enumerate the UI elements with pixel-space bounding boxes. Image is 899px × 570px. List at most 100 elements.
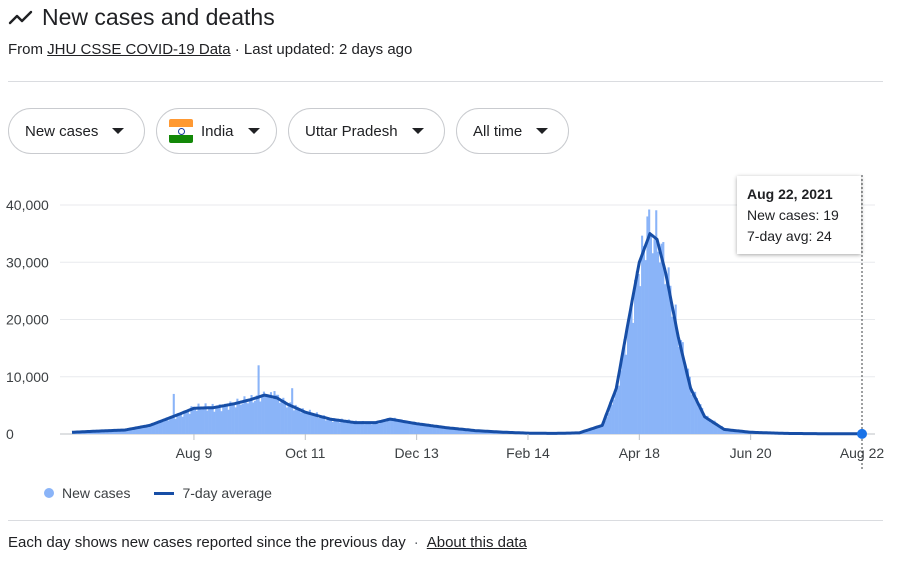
daily-bar — [144, 425, 147, 434]
daily-bar — [418, 423, 421, 434]
daily-bar — [664, 284, 667, 434]
daily-bar — [292, 410, 295, 434]
daily-bar — [651, 253, 654, 434]
daily-bar — [404, 422, 407, 434]
y-tick-label: 20,000 — [6, 312, 49, 328]
daily-bar — [448, 428, 451, 434]
daily-bar — [586, 431, 589, 434]
daily-bar — [648, 209, 651, 434]
daily-bar — [429, 426, 432, 434]
y-tick-label: 40,000 — [6, 197, 49, 213]
daily-bar — [439, 426, 442, 434]
x-tick-label: Dec 13 — [394, 445, 439, 461]
daily-bar — [179, 413, 182, 434]
legend-avg[interactable]: 7-day average — [154, 485, 272, 501]
daily-bar — [390, 420, 393, 434]
daily-bar — [206, 410, 209, 434]
daily-bar — [471, 430, 474, 434]
daily-bar — [262, 391, 265, 434]
daily-bar — [284, 400, 287, 434]
chart-legend: New cases 7-day average — [44, 485, 272, 501]
daily-bar — [132, 428, 135, 434]
daily-bar — [367, 421, 370, 434]
x-tick-label: Apr 18 — [619, 445, 660, 461]
daily-bar — [731, 430, 734, 434]
daily-bar — [208, 408, 211, 434]
daily-bar — [393, 417, 396, 434]
daily-bar — [667, 267, 670, 434]
daily-bar — [655, 210, 658, 434]
daily-bar — [687, 368, 690, 434]
daily-bar — [678, 346, 681, 434]
daily-bar — [109, 431, 112, 434]
daily-bar — [330, 418, 333, 434]
cases-chart[interactable]: 0 10,000 20,000 30,000 40,000 Aug 9 Oct 11 Dec … — [0, 170, 899, 470]
country-dropdown[interactable]: India — [156, 108, 277, 154]
metric-dropdown[interactable]: New cases — [8, 108, 145, 154]
daily-bar — [165, 417, 168, 434]
daily-bar — [172, 393, 175, 434]
timerange-dropdown[interactable]: All time — [456, 108, 569, 154]
daily-bar — [232, 405, 235, 434]
daily-bar — [400, 419, 403, 434]
daily-bar — [183, 410, 186, 434]
daily-bar — [312, 415, 315, 434]
daily-bar — [236, 398, 239, 434]
daily-bar — [467, 430, 470, 434]
daily-bar — [185, 410, 188, 434]
daily-bar — [347, 419, 350, 434]
daily-bar — [626, 327, 630, 434]
daily-bar — [204, 403, 207, 434]
daily-bar — [94, 431, 98, 434]
daily-bar — [147, 426, 151, 434]
daily-bar — [156, 423, 159, 434]
daily-bar — [308, 409, 311, 434]
daily-bar — [190, 406, 193, 434]
daily-bar — [139, 426, 142, 434]
daily-bar — [269, 392, 273, 434]
daily-bar — [602, 423, 605, 434]
daily-bar — [618, 385, 621, 434]
daily-bar — [676, 330, 679, 434]
source-link[interactable]: JHU CSSE COVID-19 Data — [47, 41, 231, 58]
daily-bar — [455, 428, 458, 434]
daily-bar — [310, 415, 313, 434]
daily-bar — [102, 431, 105, 434]
daily-bar — [411, 423, 414, 434]
daily-bar — [384, 421, 387, 434]
daily-bar — [688, 376, 691, 434]
daily-bar — [110, 430, 113, 434]
daily-bar — [259, 401, 262, 434]
legend-new-cases[interactable]: New cases — [44, 485, 130, 501]
region-dropdown[interactable]: Uttar Pradesh — [288, 108, 445, 154]
daily-bar — [331, 421, 334, 434]
daily-bar — [644, 260, 647, 434]
daily-bar — [722, 428, 725, 434]
daily-bar — [349, 422, 352, 434]
daily-bar — [103, 430, 106, 434]
chevron-down-icon — [411, 128, 424, 134]
daily-bar — [641, 235, 644, 434]
y-tick-label: 0 — [6, 426, 14, 442]
daily-bar — [234, 407, 237, 434]
daily-bar — [623, 339, 626, 434]
daily-bar — [160, 422, 163, 434]
metric-label: New cases — [25, 122, 99, 140]
about-data-link[interactable]: About this data — [426, 534, 527, 551]
footer-separator: · — [413, 534, 419, 551]
daily-bar — [420, 422, 423, 434]
daily-bar — [381, 420, 384, 434]
daily-bar — [114, 430, 117, 434]
chevron-down-icon — [247, 128, 260, 134]
daily-bar — [125, 429, 128, 434]
daily-bar — [635, 271, 638, 434]
daily-bar — [662, 242, 665, 434]
daily-bar — [178, 413, 181, 434]
daily-bar — [285, 407, 288, 434]
daily-bar — [607, 413, 610, 434]
daily-bar — [457, 429, 460, 434]
daily-bar — [646, 216, 649, 434]
daily-bar — [690, 394, 693, 434]
daily-bar — [451, 427, 455, 434]
daily-bar — [656, 251, 660, 434]
